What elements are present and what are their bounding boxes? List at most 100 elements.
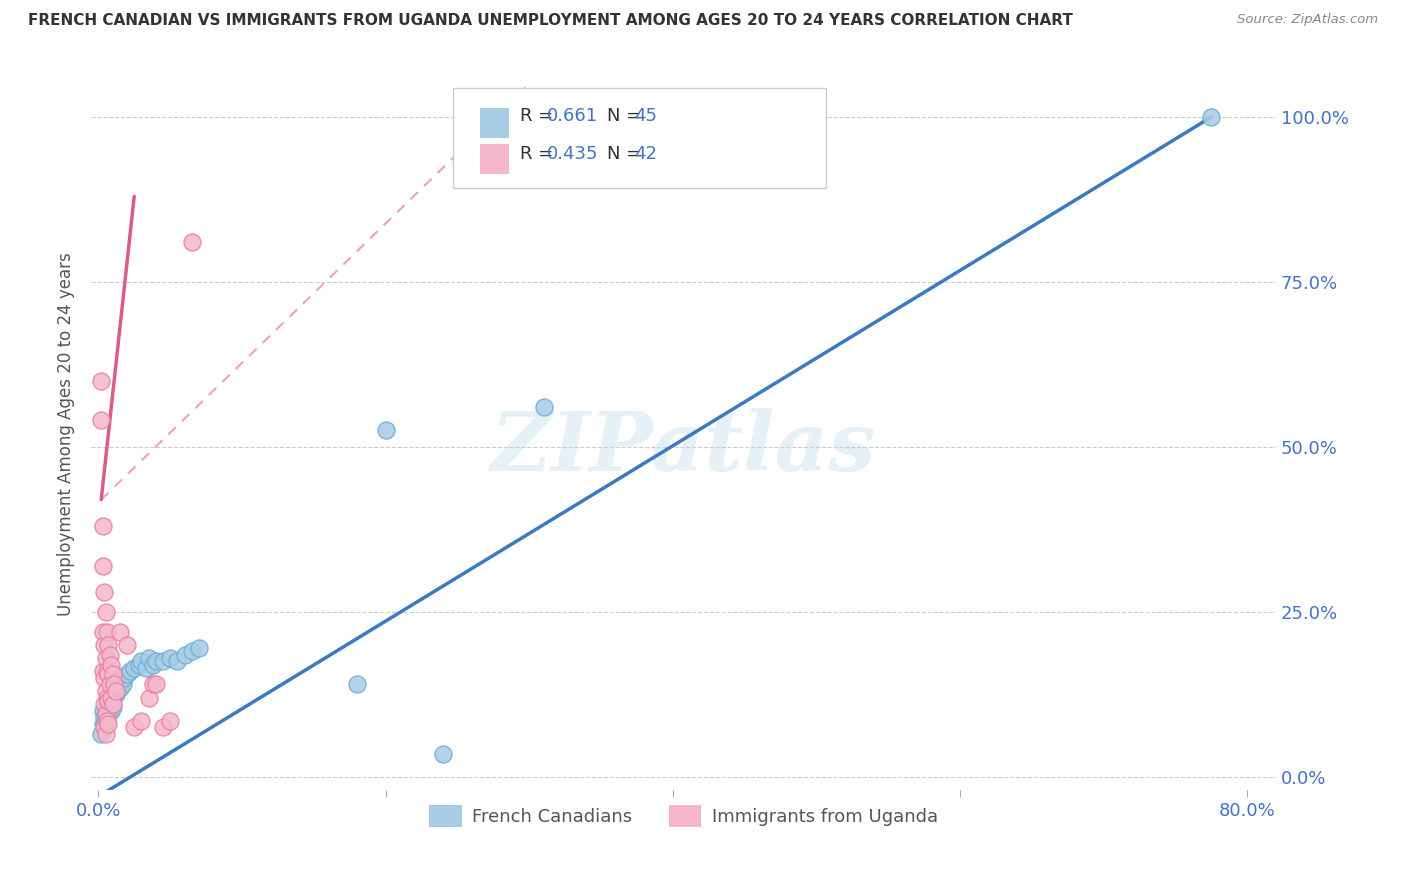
Point bbox=[98, 704, 121, 718]
Point bbox=[98, 690, 121, 705]
Point bbox=[96, 690, 118, 705]
Point bbox=[94, 684, 117, 698]
Point bbox=[159, 651, 181, 665]
Point bbox=[118, 664, 141, 678]
Point bbox=[100, 690, 122, 705]
Point bbox=[122, 720, 145, 734]
Point bbox=[94, 714, 117, 728]
Point bbox=[93, 720, 115, 734]
Point bbox=[112, 671, 135, 685]
Point bbox=[100, 694, 122, 708]
Point bbox=[103, 684, 125, 698]
Point bbox=[94, 651, 117, 665]
Point bbox=[138, 690, 160, 705]
Point bbox=[138, 651, 160, 665]
Point bbox=[111, 677, 134, 691]
Point bbox=[93, 638, 115, 652]
Text: R =: R = bbox=[520, 107, 560, 126]
Point bbox=[115, 667, 138, 681]
Point bbox=[108, 681, 131, 695]
Point bbox=[128, 657, 150, 672]
Point bbox=[90, 374, 112, 388]
Point bbox=[97, 638, 120, 652]
Point bbox=[152, 720, 174, 734]
Text: N =: N = bbox=[606, 107, 647, 126]
Point bbox=[91, 558, 114, 573]
Text: 0.661: 0.661 bbox=[547, 107, 599, 126]
Point bbox=[94, 707, 117, 722]
Point bbox=[108, 624, 131, 639]
Point bbox=[152, 654, 174, 668]
Y-axis label: Unemployment Among Ages 20 to 24 years: Unemployment Among Ages 20 to 24 years bbox=[58, 252, 75, 615]
Point bbox=[98, 677, 121, 691]
Point bbox=[94, 707, 117, 722]
Point bbox=[101, 690, 124, 705]
Point bbox=[105, 684, 128, 698]
Text: 45: 45 bbox=[634, 107, 657, 126]
Point bbox=[96, 624, 118, 639]
Point bbox=[91, 717, 114, 731]
Point bbox=[110, 674, 132, 689]
Point bbox=[104, 684, 127, 698]
Point bbox=[101, 700, 124, 714]
Legend: French Canadians, Immigrants from Uganda: French Canadians, Immigrants from Uganda bbox=[422, 797, 945, 834]
Point bbox=[131, 714, 153, 728]
Point bbox=[180, 644, 202, 658]
FancyBboxPatch shape bbox=[453, 88, 825, 188]
Point bbox=[103, 677, 125, 691]
Point bbox=[93, 671, 115, 685]
Point bbox=[159, 714, 181, 728]
FancyBboxPatch shape bbox=[479, 144, 509, 174]
Point bbox=[142, 677, 165, 691]
Point bbox=[96, 710, 118, 724]
Point bbox=[97, 667, 120, 681]
Point bbox=[90, 727, 112, 741]
Point bbox=[346, 677, 368, 691]
Point bbox=[107, 677, 129, 691]
Point bbox=[93, 697, 115, 711]
Point bbox=[93, 720, 115, 734]
Point bbox=[96, 664, 118, 678]
Point bbox=[91, 704, 114, 718]
Point bbox=[187, 641, 209, 656]
Text: ZIPatlas: ZIPatlas bbox=[491, 408, 876, 488]
Point bbox=[97, 694, 120, 708]
Point bbox=[166, 654, 188, 668]
Point bbox=[100, 704, 122, 718]
Point bbox=[97, 697, 120, 711]
Point bbox=[135, 661, 157, 675]
Point bbox=[374, 423, 396, 437]
Point bbox=[91, 624, 114, 639]
Point bbox=[432, 747, 454, 761]
Point bbox=[180, 235, 202, 250]
Point bbox=[100, 657, 122, 672]
Point bbox=[91, 519, 114, 533]
Point bbox=[145, 677, 167, 691]
Text: FRENCH CANADIAN VS IMMIGRANTS FROM UGANDA UNEMPLOYMENT AMONG AGES 20 TO 24 YEARS: FRENCH CANADIAN VS IMMIGRANTS FROM UGAND… bbox=[28, 13, 1073, 29]
Point bbox=[145, 654, 167, 668]
Point bbox=[97, 717, 120, 731]
Point bbox=[98, 648, 121, 662]
Point bbox=[115, 638, 138, 652]
Point bbox=[90, 413, 112, 427]
Point bbox=[101, 667, 124, 681]
Point bbox=[131, 654, 153, 668]
Point bbox=[96, 704, 118, 718]
Point bbox=[533, 401, 555, 415]
Point bbox=[93, 710, 115, 724]
FancyBboxPatch shape bbox=[479, 108, 509, 138]
Point bbox=[94, 727, 117, 741]
Point bbox=[101, 697, 124, 711]
Point bbox=[96, 714, 118, 728]
Point bbox=[1201, 110, 1223, 124]
Point bbox=[97, 707, 120, 722]
Point bbox=[94, 605, 117, 619]
Point bbox=[91, 664, 114, 678]
Text: N =: N = bbox=[606, 145, 647, 163]
Text: Source: ZipAtlas.com: Source: ZipAtlas.com bbox=[1237, 13, 1378, 27]
Point bbox=[93, 585, 115, 599]
Point bbox=[173, 648, 195, 662]
Text: 42: 42 bbox=[634, 145, 657, 163]
Text: 0.435: 0.435 bbox=[547, 145, 599, 163]
Point bbox=[122, 661, 145, 675]
